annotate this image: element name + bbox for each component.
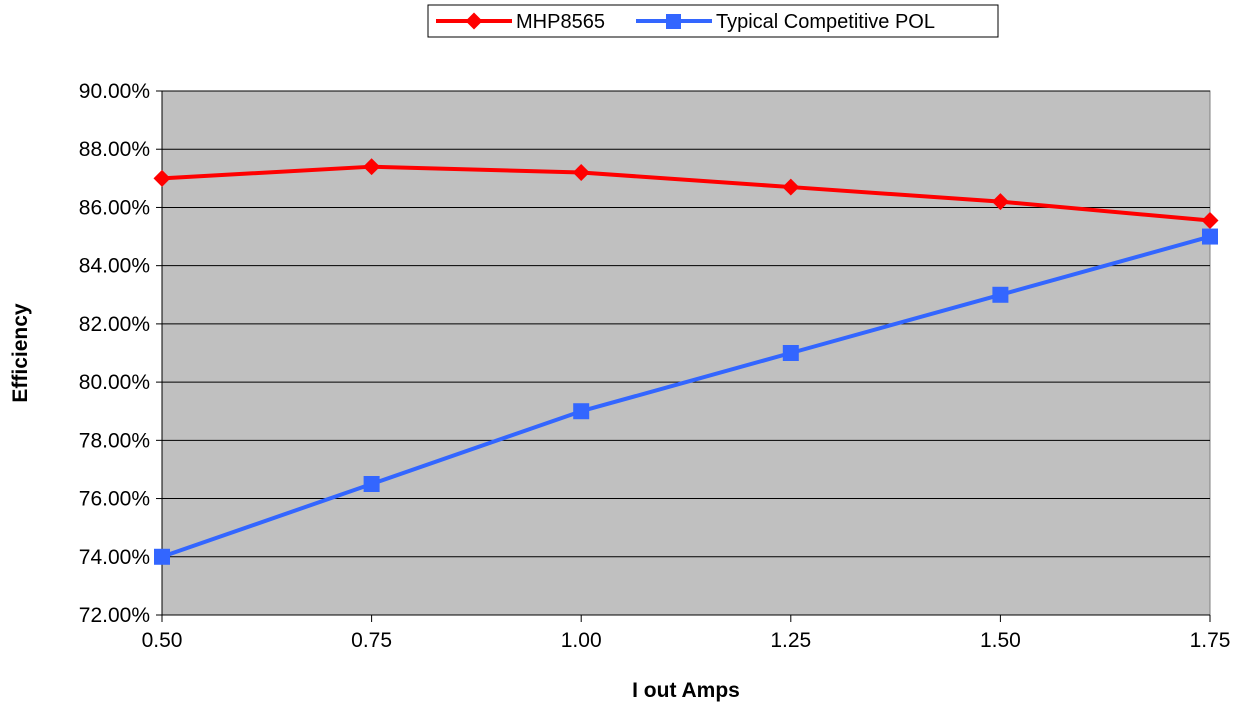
y-tick-label-7: 86.00% <box>79 196 150 219</box>
x-axis-ticks: 0.50 0.75 1.00 1.25 1.50 1.75 <box>142 615 1231 652</box>
x-tick-label-3: 1.25 <box>770 629 811 652</box>
y-axis-ticks: 72.00% 74.00% 76.00% 78.00% 80.00% 82.00% 84.0… <box>79 80 1210 627</box>
x-tick-label-0: 0.50 <box>142 629 183 652</box>
y-tick-label-5: 82.00% <box>79 313 150 336</box>
series-0-point-4 <box>991 193 1009 211</box>
series-0-point-1 <box>363 158 381 176</box>
legend: MHP8565 Typical Competitive POL <box>427 4 999 38</box>
legend-label-1: Typical Competitive POL <box>716 11 935 33</box>
legend-marker-1 <box>666 14 681 29</box>
series-1-point-5 <box>1202 228 1218 245</box>
series-0-point-2 <box>572 164 590 181</box>
y-tick-label-0: 72.00% <box>79 604 150 627</box>
series-group <box>153 158 1219 565</box>
x-tick-label-5: 1.75 <box>1190 629 1231 652</box>
x-tick-label-4: 1.50 <box>980 629 1021 652</box>
y-tick-label-3: 78.00% <box>79 429 150 452</box>
x-axis-title: I out Amps <box>632 679 740 702</box>
y-tick-label-1: 74.00% <box>79 546 150 569</box>
series-1-point-2 <box>573 403 590 420</box>
series-0-point-0 <box>153 169 171 187</box>
y-axis-title: Efficiency <box>9 303 32 403</box>
series-1-point-1 <box>363 476 380 492</box>
y-tick-label-9: 90.00% <box>79 80 150 103</box>
series-1-point-4 <box>992 286 1009 303</box>
y-tick-label-2: 76.00% <box>79 488 150 511</box>
y-tick-label-8: 88.00% <box>79 138 150 161</box>
series-line-0 <box>161 164 1211 223</box>
legend-box <box>427 4 999 38</box>
x-tick-label-1: 0.75 <box>351 629 392 652</box>
y-tick-label-6: 84.00% <box>79 255 150 278</box>
series-1-point-3 <box>782 345 799 361</box>
legend-label-0: MHP8565 <box>516 11 605 33</box>
series-line-1 <box>161 234 1211 559</box>
y-tick-label-4: 80.00% <box>79 371 150 394</box>
series-1-point-0 <box>154 548 170 565</box>
x-tick-label-2: 1.00 <box>561 629 602 652</box>
series-0-point-3 <box>782 178 800 196</box>
series-1 <box>154 228 1218 565</box>
legend-item-1: Typical Competitive POL <box>636 11 935 33</box>
